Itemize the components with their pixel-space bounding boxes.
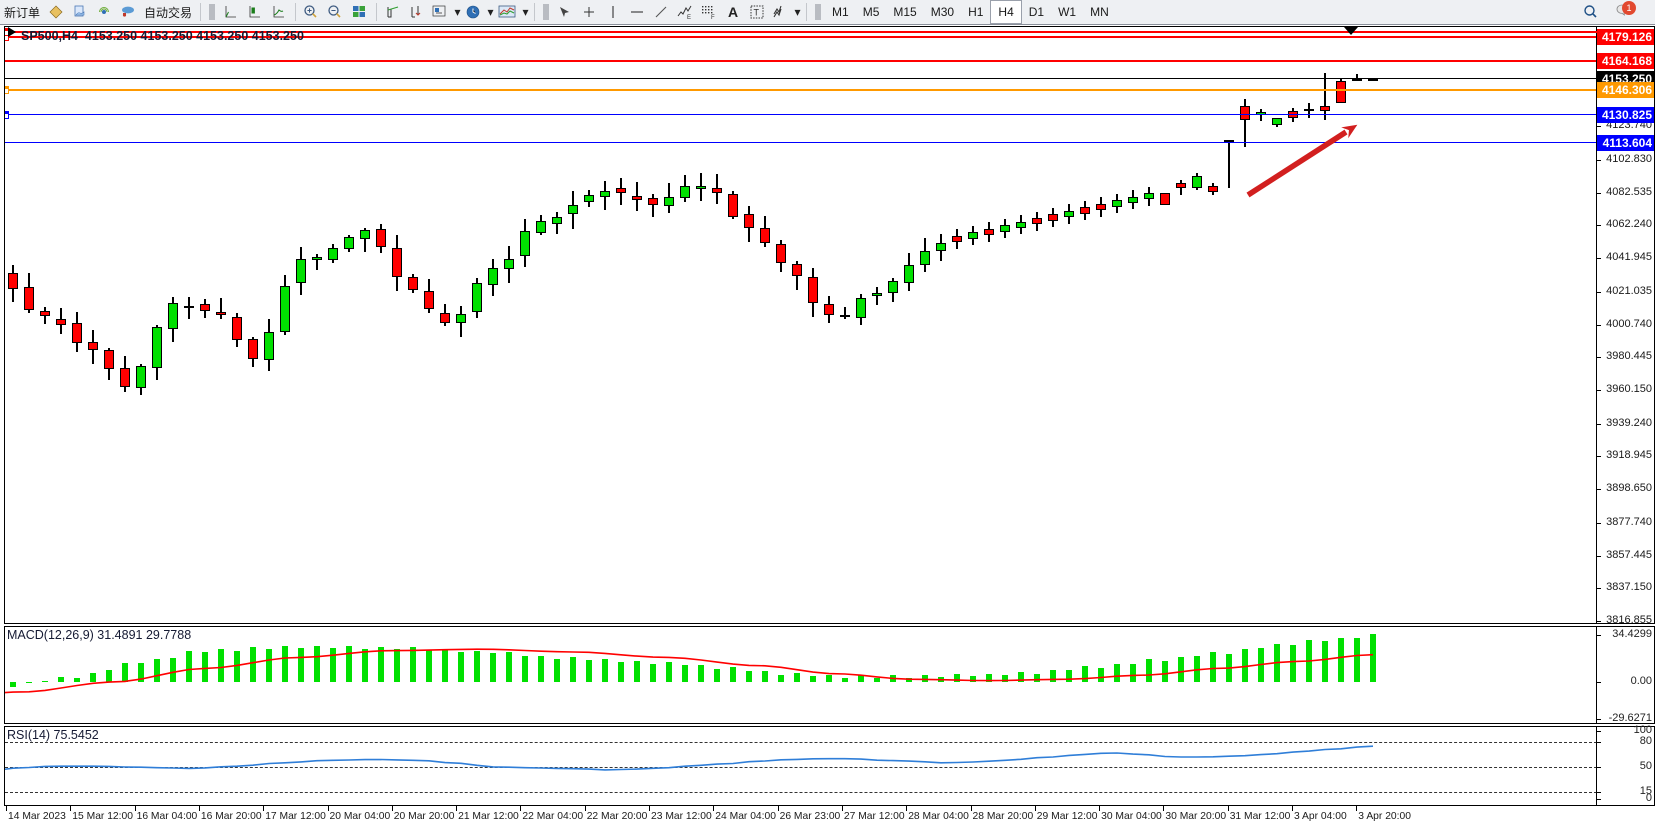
- svg-text:F: F: [711, 15, 715, 20]
- svg-text:1: 1: [1626, 3, 1631, 13]
- svg-text:E: E: [687, 15, 691, 20]
- svg-text:T: T: [754, 8, 760, 18]
